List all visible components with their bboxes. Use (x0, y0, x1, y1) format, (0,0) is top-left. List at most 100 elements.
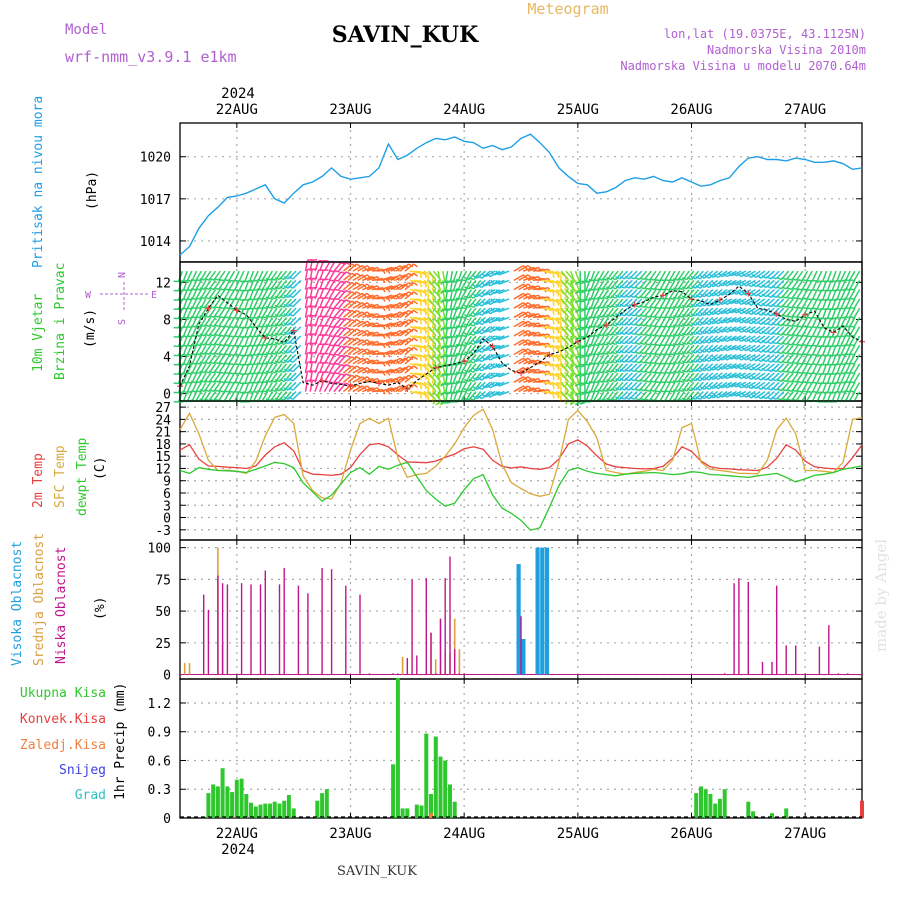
wind-barb-flag (664, 371, 670, 375)
wind-barb-flag (699, 284, 705, 289)
wind-barb (801, 381, 809, 393)
wind-barb-flag (597, 389, 603, 393)
wind-barb-flag (460, 380, 466, 384)
wind-barb (481, 391, 491, 400)
wind-barb-flag (791, 333, 797, 337)
precipitation-ytick-label: 0.3 (148, 783, 171, 798)
wind-barb-flag (472, 330, 478, 335)
wind-barb-flag (579, 392, 586, 396)
wind-barb-flag (629, 396, 635, 401)
wind-barb-flag (195, 297, 201, 300)
wind-barb (314, 306, 320, 318)
wind-barb (523, 275, 534, 282)
wind-barb-flag (718, 309, 723, 315)
wind-barb-flag (644, 389, 650, 393)
wind-barb-flag (490, 390, 495, 396)
wind-barb (319, 288, 325, 300)
wind-barb-flag (796, 325, 803, 328)
temperature-ytick-label: 24 (155, 413, 171, 428)
wind-barb (795, 354, 804, 364)
wind-barb (840, 298, 847, 310)
wind-barb-flag (840, 307, 846, 310)
wind-barb (218, 335, 226, 346)
wind-barb (485, 381, 496, 389)
wind-barb (390, 366, 401, 374)
wind-barb-flag (495, 344, 500, 350)
top-day-label: 22AUG (216, 102, 258, 118)
wind-barb-flag (481, 328, 486, 333)
wind-barb (664, 289, 671, 300)
wind-barb-flag (559, 304, 563, 310)
wind-barb-flag (624, 368, 630, 373)
wind-barb (740, 289, 752, 296)
wind-barb-flag (208, 370, 215, 374)
wind-barb-flag (732, 355, 737, 360)
wind-barb (668, 317, 676, 328)
wind-barb-flag (686, 314, 692, 318)
wind-barb-flag (186, 326, 193, 329)
wind-barb-flag (639, 286, 645, 290)
wind-barb-flag (345, 336, 351, 340)
wind-barb-flag (283, 275, 289, 280)
wind-barb-flag (345, 289, 351, 294)
wind-barb-flag (270, 361, 276, 365)
wind-barb (537, 361, 549, 365)
wind-barb (592, 381, 600, 393)
precip-total-bar (234, 779, 239, 818)
wind-barb (338, 327, 347, 337)
wind-barb-flag (234, 335, 240, 338)
wind-barb (248, 335, 255, 347)
wind-barb-flag (477, 274, 483, 279)
wind-barb (712, 344, 723, 353)
wind-barb-flag (440, 392, 446, 395)
wind-barb-flag (741, 356, 747, 361)
wind-barb (366, 350, 378, 356)
wind-barb-flag (776, 304, 782, 309)
wind-barb (323, 326, 331, 337)
wind-barb (481, 363, 491, 372)
wind-barb-flag (849, 315, 855, 319)
wind-barb (362, 331, 373, 337)
wind-barb-flag (472, 395, 478, 400)
wind-barb-flag (464, 388, 470, 392)
wind-barb (404, 374, 414, 383)
wind-barb (712, 316, 723, 325)
wind-barb (304, 371, 309, 383)
wind-barb (721, 316, 733, 324)
wind-barb-flag (801, 334, 807, 337)
wind-barb (304, 343, 309, 355)
wind-barb (760, 344, 771, 353)
wind-barb (366, 294, 378, 300)
wind-barb-flag (677, 352, 684, 355)
cloud-ytick-label: 50 (155, 605, 171, 620)
wind-barb (574, 307, 580, 319)
wind-barb-flag (274, 332, 280, 336)
footer-station: SAVIN_KUK (337, 864, 417, 879)
wind-barb-flag (634, 304, 640, 309)
wind-barb (347, 272, 358, 281)
wind-barb-flag (801, 297, 807, 300)
wind-barb (721, 372, 733, 380)
wind-barb-flag (579, 290, 586, 294)
wind-barb-flag (807, 390, 813, 394)
wind-barb-flag (727, 308, 732, 314)
wind-barb (328, 270, 336, 281)
cloud-low-bar (847, 673, 849, 675)
wind-barb (712, 279, 723, 288)
wind-barb-flag (274, 341, 280, 346)
wind-barb (223, 344, 231, 356)
wind-barb-flag (213, 324, 219, 328)
wind-barb (518, 385, 529, 393)
wind-barb (730, 353, 742, 360)
wind-barb (314, 334, 320, 346)
wind-barb-flag (279, 397, 285, 401)
precip-total-bar (751, 811, 756, 818)
wind-barb-flag (844, 390, 850, 393)
wind-barb-flag (288, 331, 294, 336)
wind-barb (726, 298, 737, 306)
wind-barb (399, 346, 410, 356)
wind-barb (537, 333, 549, 337)
wind-barb-flag (481, 356, 486, 361)
wind-barb-flag (699, 330, 705, 335)
wind-barb-flag (796, 278, 803, 282)
